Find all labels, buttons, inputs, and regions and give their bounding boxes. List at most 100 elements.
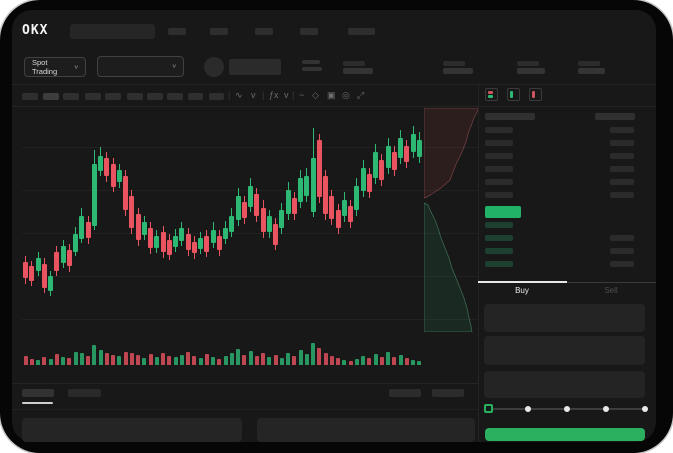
bid-amount-bar bbox=[610, 261, 634, 267]
ask-amount-bar bbox=[610, 127, 634, 133]
settings-icon[interactable]: ◎ bbox=[342, 90, 350, 100]
timeframe-button[interactable] bbox=[209, 93, 224, 100]
slider-stop-dot[interactable] bbox=[564, 406, 570, 412]
pair-dropdown[interactable]: v bbox=[97, 56, 184, 77]
timeframe-button[interactable] bbox=[43, 93, 59, 100]
chart-type-chevron-icon[interactable]: v bbox=[251, 90, 256, 100]
buy-submit-button[interactable] bbox=[485, 428, 645, 441]
orderbook-view-bids-icon[interactable] bbox=[507, 88, 520, 101]
pair-name-block bbox=[229, 59, 281, 75]
price-input[interactable] bbox=[484, 304, 645, 332]
nav-item[interactable] bbox=[210, 28, 228, 35]
separator: | bbox=[228, 90, 231, 100]
bottom-tab[interactable] bbox=[68, 389, 101, 397]
volume-bar bbox=[254, 356, 259, 365]
draw-tool-icon[interactable]: ◇ bbox=[312, 90, 319, 100]
volume-bar bbox=[223, 356, 228, 365]
orderbook-view-both-icon[interactable] bbox=[485, 88, 498, 101]
timeframe-button[interactable] bbox=[105, 93, 121, 100]
bottom-action-block[interactable] bbox=[432, 389, 464, 397]
timeframe-button[interactable] bbox=[85, 93, 101, 100]
slider-stop-dot[interactable] bbox=[642, 406, 648, 412]
indicator-zigzag-icon[interactable]: ∿ bbox=[235, 90, 243, 100]
functions-icon[interactable]: ƒx bbox=[269, 90, 279, 100]
candle bbox=[279, 210, 285, 228]
volume-bar bbox=[42, 357, 47, 365]
nav-item[interactable] bbox=[300, 28, 318, 35]
timeframe-button[interactable] bbox=[188, 93, 203, 100]
ask-price-bar[interactable] bbox=[485, 166, 513, 172]
bottom-action-block[interactable] bbox=[389, 389, 421, 397]
candle bbox=[291, 198, 297, 214]
volume-bar bbox=[417, 361, 422, 365]
fullscreen-icon[interactable]: ⤢ bbox=[357, 90, 365, 100]
market-type-dropdown[interactable]: Spot Trading v bbox=[24, 57, 86, 77]
separator: | bbox=[262, 90, 265, 100]
volume-bar bbox=[73, 352, 78, 365]
volume-bar bbox=[67, 358, 72, 365]
volume-bar bbox=[273, 355, 278, 365]
volume-bar bbox=[367, 358, 372, 365]
timeframe-button[interactable] bbox=[147, 93, 163, 100]
candle bbox=[85, 222, 91, 238]
bid-price-bar[interactable] bbox=[485, 248, 513, 254]
volume-bar bbox=[267, 357, 272, 365]
tab-buy[interactable]: Buy bbox=[515, 286, 529, 295]
volume-bar bbox=[292, 356, 297, 365]
camera-icon[interactable]: ▣ bbox=[327, 90, 336, 100]
volume-bar bbox=[36, 360, 40, 365]
search-bar[interactable] bbox=[70, 24, 155, 39]
volume-bar bbox=[54, 354, 59, 365]
candle bbox=[398, 138, 403, 158]
ask-price-bar[interactable] bbox=[485, 153, 513, 159]
ask-price-bar[interactable] bbox=[485, 179, 513, 185]
total-input[interactable] bbox=[484, 371, 645, 398]
timeframe-button[interactable] bbox=[167, 93, 183, 100]
volume-bar bbox=[336, 358, 340, 365]
interval-chevron-icon[interactable]: v bbox=[284, 90, 289, 100]
volume-bar bbox=[23, 356, 28, 365]
bid-price-bar[interactable] bbox=[485, 235, 513, 241]
volume-bar bbox=[173, 357, 178, 365]
timeframe-button[interactable] bbox=[127, 93, 143, 100]
icon-green-bar bbox=[488, 95, 493, 98]
bid-price-bar[interactable] bbox=[485, 261, 513, 267]
ticker-stat-label bbox=[343, 61, 365, 66]
slider-stop-dot[interactable] bbox=[525, 406, 531, 412]
orderbook-header-bar bbox=[595, 113, 635, 120]
volume-bar bbox=[242, 355, 247, 365]
candle bbox=[254, 194, 260, 216]
bid-price-bar[interactable] bbox=[485, 222, 513, 228]
timeframe-button[interactable] bbox=[22, 93, 38, 100]
tab-sell[interactable]: Sell bbox=[604, 286, 618, 295]
volume-bar bbox=[148, 354, 153, 365]
volume-bar bbox=[404, 358, 409, 365]
volume-bar bbox=[348, 361, 353, 365]
ask-price-bar[interactable] bbox=[485, 192, 513, 198]
candle bbox=[266, 216, 272, 232]
candle bbox=[173, 236, 178, 247]
candle bbox=[354, 186, 360, 210]
candle bbox=[235, 196, 241, 220]
orderbook-view-asks-icon[interactable] bbox=[529, 88, 542, 101]
nav-item[interactable] bbox=[255, 28, 273, 35]
candle bbox=[73, 234, 78, 252]
nav-item[interactable] bbox=[168, 28, 186, 35]
last-price-highlight[interactable] bbox=[485, 206, 521, 218]
volume-bar bbox=[304, 354, 309, 365]
chart-gridline bbox=[22, 233, 478, 234]
ask-price-bar[interactable] bbox=[485, 127, 513, 133]
line-tool-icon[interactable]: ~ bbox=[299, 90, 305, 100]
volume-bar bbox=[261, 353, 265, 365]
ask-price-bar[interactable] bbox=[485, 140, 513, 146]
bottom-tab[interactable] bbox=[22, 389, 54, 397]
candle bbox=[260, 208, 266, 232]
amount-input[interactable] bbox=[484, 336, 645, 365]
timeframe-button[interactable] bbox=[63, 93, 79, 100]
candle bbox=[316, 140, 322, 197]
volume-bar bbox=[86, 356, 90, 365]
slider-handle[interactable] bbox=[484, 404, 493, 413]
volume-bar bbox=[186, 352, 190, 365]
nav-item[interactable] bbox=[348, 28, 375, 35]
slider-stop-dot[interactable] bbox=[603, 406, 609, 412]
